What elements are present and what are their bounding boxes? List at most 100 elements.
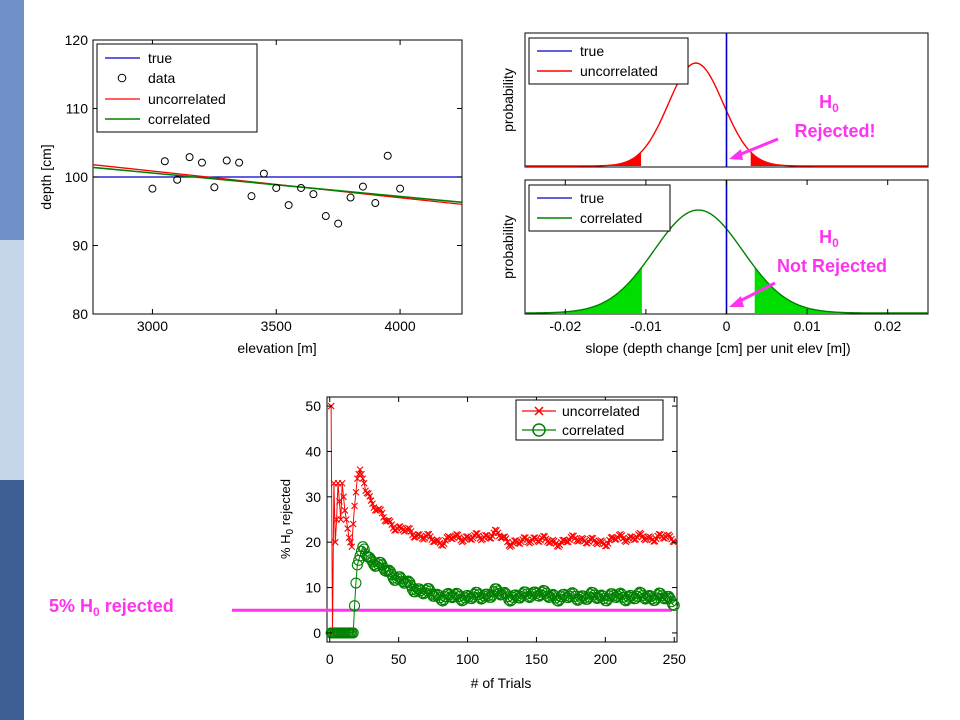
marker-cross	[341, 507, 349, 514]
y-tick-label: 0	[313, 625, 321, 641]
x-tick-label: 3500	[261, 318, 292, 334]
data-point	[247, 192, 256, 201]
marker-cross	[342, 516, 350, 523]
marker-circle	[459, 592, 471, 604]
data-point	[197, 158, 206, 167]
legend: true uncorrelated	[528, 37, 689, 85]
rejected-arrow-head	[729, 149, 743, 160]
x-tick-label: 0	[326, 651, 334, 667]
data-point	[358, 182, 367, 191]
marker-cross	[337, 516, 345, 523]
x-tick-label: 0.02	[874, 318, 901, 334]
marker-cross	[352, 488, 360, 496]
y-tick-label: 20	[305, 534, 321, 550]
x-tick-label: 100	[456, 651, 480, 667]
y-tick-label: 110	[66, 101, 89, 117]
legend-label-uncorrelated: uncorrelated	[580, 63, 658, 79]
data-point	[148, 184, 157, 193]
marker-cross	[356, 466, 364, 473]
x-tick-label: 50	[391, 651, 407, 667]
side-bar-middle	[0, 240, 24, 480]
y-tick-label: 90	[72, 238, 88, 254]
annotation-rejected: H0 Rejected!	[729, 92, 876, 160]
legend-label-uncorrelated: uncorrelated	[562, 403, 640, 419]
marker-cross	[331, 538, 339, 546]
not-rejected-arrow-head	[729, 296, 744, 307]
legend-label-true: true	[580, 43, 604, 59]
slide-side-bar	[0, 0, 24, 720]
marker-circle	[610, 591, 622, 603]
not-rejected-h0-label: H0	[819, 227, 839, 250]
data-point	[222, 156, 231, 165]
legend-box	[528, 37, 689, 85]
data-point	[272, 183, 281, 192]
data-point	[383, 151, 392, 160]
marker-circle	[420, 584, 432, 596]
x-axis-label: # of Trials	[471, 675, 532, 691]
y-tick-label: 40	[305, 443, 321, 459]
rejection-tail-left	[525, 267, 642, 313]
data-point	[160, 157, 169, 166]
x-tick-label: 150	[525, 651, 549, 667]
legend-label-correlated: correlated	[148, 111, 210, 127]
data-point	[297, 183, 306, 192]
legend-label-true: true	[148, 50, 172, 66]
marker-cross	[488, 532, 496, 540]
marker-cross	[358, 470, 365, 478]
marker-circle	[482, 590, 494, 602]
legend-marker-data	[117, 73, 127, 83]
uncorrelated-slope-distribution: probability true uncorrelated	[500, 32, 929, 168]
marker-cross	[344, 525, 352, 532]
marker-cross	[669, 538, 677, 545]
marker-circle	[350, 577, 362, 589]
marker-cross	[502, 535, 510, 542]
x-tick-label: 0	[723, 318, 731, 334]
data-point	[173, 175, 182, 184]
y-tick-label: 80	[72, 306, 88, 322]
marker-cross	[359, 475, 367, 483]
marker-cross	[369, 500, 376, 508]
data-point	[284, 201, 293, 210]
x-tick-label: 0.01	[793, 318, 820, 334]
five-percent-label: 5% H0 rejected	[49, 596, 174, 619]
marker-circle	[372, 558, 384, 570]
data-point	[321, 212, 330, 221]
legend: uncorrelated correlated	[515, 399, 664, 441]
x-tick-label: -0.01	[630, 318, 662, 334]
marker-cross	[347, 538, 354, 546]
rejection-tail-left	[525, 152, 642, 166]
marker-cross	[338, 479, 346, 487]
marker-circle	[371, 560, 383, 572]
y-tick-label: 50	[305, 398, 321, 414]
legend-box	[515, 399, 664, 441]
legend-marker-circle	[532, 423, 546, 437]
data-point	[396, 184, 405, 193]
annotation-five-percent: 5% H0 rejected	[49, 596, 174, 619]
annotation-not-rejected: H0 Not Rejected	[729, 227, 887, 307]
x-tick-label: 4000	[385, 318, 416, 334]
not-rejected-text: Not Rejected	[777, 256, 887, 276]
correlated-slope-distribution: -0.02 -0.01 0 0.01 0.02 slope (depth change …	[500, 179, 929, 356]
marker-circle	[349, 600, 361, 612]
marker-cross	[351, 502, 358, 510]
marker-circle	[406, 583, 418, 596]
rejected-text: Rejected!	[794, 121, 875, 141]
marker-circle	[667, 599, 679, 611]
marker-cross	[407, 528, 415, 535]
marker-cross	[378, 509, 386, 517]
y-axis-label: % H0 rejected	[278, 479, 296, 559]
y-axis-label: probability	[500, 215, 516, 279]
data-point	[346, 193, 355, 202]
y-tick-label: 100	[65, 169, 89, 185]
marker-circle	[428, 590, 441, 602]
data-point	[185, 153, 194, 162]
data-point	[259, 169, 268, 178]
rejected-h0-label: H0	[819, 92, 839, 115]
y-tick-label: 120	[65, 32, 89, 48]
marker-cross	[388, 521, 396, 528]
marker-circle	[507, 591, 519, 603]
data-point	[210, 183, 219, 192]
side-bar-bottom	[0, 480, 24, 720]
marker-cross	[604, 540, 612, 547]
